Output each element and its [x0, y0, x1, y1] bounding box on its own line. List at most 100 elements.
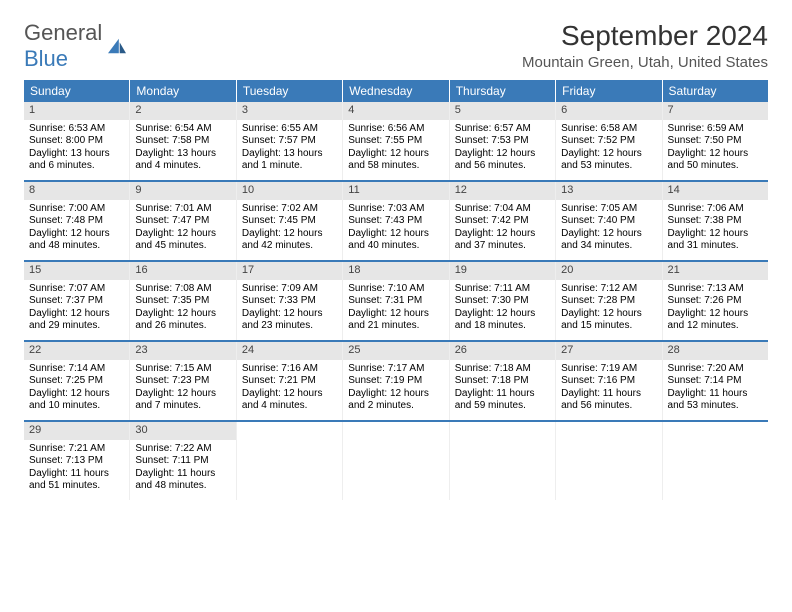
calendar-week: 8Sunrise: 7:00 AMSunset: 7:48 PMDaylight…: [24, 182, 768, 262]
calendar-day: 21Sunrise: 7:13 AMSunset: 7:26 PMDayligh…: [663, 262, 768, 340]
daylight-line: Daylight: 11 hours and 59 minutes.: [455, 388, 550, 413]
calendar-day: 15Sunrise: 7:07 AMSunset: 7:37 PMDayligh…: [24, 262, 130, 340]
calendar-day: 30Sunrise: 7:22 AMSunset: 7:11 PMDayligh…: [130, 422, 236, 500]
day-number: 1: [24, 102, 129, 120]
sunrise-line: Sunrise: 7:12 AM: [561, 283, 656, 296]
day-number: 19: [450, 262, 555, 280]
daylight-line: Daylight: 12 hours and 12 minutes.: [668, 308, 763, 333]
day-number: 9: [130, 182, 235, 200]
sunrise-line: Sunrise: 7:08 AM: [135, 283, 230, 296]
sunset-line: Sunset: 7:48 PM: [29, 215, 124, 228]
sunset-line: Sunset: 7:13 PM: [29, 455, 124, 468]
daylight-line: Daylight: 12 hours and 34 minutes.: [561, 228, 656, 253]
sunrise-line: Sunrise: 6:56 AM: [348, 123, 443, 136]
sunrise-line: Sunrise: 7:03 AM: [348, 203, 443, 216]
sunrise-line: Sunrise: 7:05 AM: [561, 203, 656, 216]
daylight-line: Daylight: 12 hours and 31 minutes.: [668, 228, 763, 253]
day-number: 28: [663, 342, 768, 360]
sunrise-line: Sunrise: 7:22 AM: [135, 443, 230, 456]
calendar-day: 23Sunrise: 7:15 AMSunset: 7:23 PMDayligh…: [130, 342, 236, 420]
sunrise-line: Sunrise: 7:10 AM: [348, 283, 443, 296]
daylight-line: Daylight: 11 hours and 51 minutes.: [29, 468, 124, 493]
day-body: Sunrise: 7:06 AMSunset: 7:38 PMDaylight:…: [663, 200, 768, 258]
header: General Blue September 2024 Mountain Gre…: [24, 20, 768, 72]
day-body: Sunrise: 7:01 AMSunset: 7:47 PMDaylight:…: [130, 200, 235, 258]
calendar-day: 2Sunrise: 6:54 AMSunset: 7:58 PMDaylight…: [130, 102, 236, 180]
day-body: Sunrise: 7:21 AMSunset: 7:13 PMDaylight:…: [24, 440, 129, 498]
daylight-line: Daylight: 12 hours and 53 minutes.: [561, 148, 656, 173]
day-number: 12: [450, 182, 555, 200]
day-number: 18: [343, 262, 448, 280]
sunrise-line: Sunrise: 7:17 AM: [348, 363, 443, 376]
daylight-line: Daylight: 12 hours and 2 minutes.: [348, 388, 443, 413]
sunrise-line: Sunrise: 6:54 AM: [135, 123, 230, 136]
day-body: Sunrise: 7:08 AMSunset: 7:35 PMDaylight:…: [130, 280, 235, 338]
daylight-line: Daylight: 12 hours and 42 minutes.: [242, 228, 337, 253]
day-body: Sunrise: 6:56 AMSunset: 7:55 PMDaylight:…: [343, 120, 448, 178]
calendar-week: 29Sunrise: 7:21 AMSunset: 7:13 PMDayligh…: [24, 422, 768, 500]
daylight-line: Daylight: 12 hours and 48 minutes.: [29, 228, 124, 253]
sunset-line: Sunset: 7:42 PM: [455, 215, 550, 228]
calendar-day: 8 Sunrise: 7:00 AMSunset: 7:48 PMDaylight…: [24, 182, 130, 260]
day-number: 14: [663, 182, 768, 200]
day-body: Sunrise: 7:09 AMSunset: 7:33 PMDaylight:…: [237, 280, 342, 338]
day-body: Sunrise: 7:05 AMSunset: 7:40 PMDaylight:…: [556, 200, 661, 258]
sunset-line: Sunset: 7:25 PM: [29, 375, 124, 388]
day-number: 23: [130, 342, 235, 360]
daylight-line: Daylight: 12 hours and 45 minutes.: [135, 228, 230, 253]
sunset-line: Sunset: 7:31 PM: [348, 295, 443, 308]
day-number: 27: [556, 342, 661, 360]
daylight-line: Daylight: 12 hours and 37 minutes.: [455, 228, 550, 253]
day-body: Sunrise: 7:16 AMSunset: 7:21 PMDaylight:…: [237, 360, 342, 418]
day-header: Friday: [556, 80, 662, 102]
calendar-day: ..: [343, 422, 449, 500]
daylight-line: Daylight: 13 hours and 6 minutes.: [29, 148, 124, 173]
calendar-day: 29Sunrise: 7:21 AMSunset: 7:13 PMDayligh…: [24, 422, 130, 500]
sunrise-line: Sunrise: 7:07 AM: [29, 283, 124, 296]
day-number: 10: [237, 182, 342, 200]
calendar: SundayMondayTuesdayWednesdayThursdayFrid…: [24, 80, 768, 500]
calendar-day: 14Sunrise: 7:06 AMSunset: 7:38 PMDayligh…: [663, 182, 768, 260]
day-header: Thursday: [450, 80, 556, 102]
day-body: Sunrise: 7:13 AMSunset: 7:26 PMDaylight:…: [663, 280, 768, 338]
day-number: 29: [24, 422, 129, 440]
day-body: Sunrise: 7:15 AMSunset: 7:23 PMDaylight:…: [130, 360, 235, 418]
sunrise-line: Sunrise: 7:00 AM: [29, 203, 124, 216]
day-body: Sunrise: 7:11 AMSunset: 7:30 PMDaylight:…: [450, 280, 555, 338]
day-body: Sunrise: 7:02 AMSunset: 7:45 PMDaylight:…: [237, 200, 342, 258]
calendar-day: 1Sunrise: 6:53 AMSunset: 8:00 PMDaylight…: [24, 102, 130, 180]
calendar-day: 9Sunrise: 7:01 AMSunset: 7:47 PMDaylight…: [130, 182, 236, 260]
sunset-line: Sunset: 7:11 PM: [135, 455, 230, 468]
sunset-line: Sunset: 7:45 PM: [242, 215, 337, 228]
sunrise-line: Sunrise: 7:20 AM: [668, 363, 763, 376]
calendar-day: 13Sunrise: 7:05 AMSunset: 7:40 PMDayligh…: [556, 182, 662, 260]
daylight-line: Daylight: 12 hours and 50 minutes.: [668, 148, 763, 173]
daylight-line: Daylight: 12 hours and 7 minutes.: [135, 388, 230, 413]
sunset-line: Sunset: 7:28 PM: [561, 295, 656, 308]
sunrise-line: Sunrise: 7:04 AM: [455, 203, 550, 216]
location-label: Mountain Green, Utah, United States: [522, 54, 768, 71]
day-body: Sunrise: 7:12 AMSunset: 7:28 PMDaylight:…: [556, 280, 661, 338]
calendar-day: 4Sunrise: 6:56 AMSunset: 7:55 PMDaylight…: [343, 102, 449, 180]
calendar-day: ..: [556, 422, 662, 500]
sunrise-line: Sunrise: 7:21 AM: [29, 443, 124, 456]
day-body: Sunrise: 7:10 AMSunset: 7:31 PMDaylight:…: [343, 280, 448, 338]
sunset-line: Sunset: 7:21 PM: [242, 375, 337, 388]
daylight-line: Daylight: 12 hours and 58 minutes.: [348, 148, 443, 173]
logo-text: General Blue: [24, 20, 102, 72]
day-number: 25: [343, 342, 448, 360]
sunrise-line: Sunrise: 7:19 AM: [561, 363, 656, 376]
daylight-line: Daylight: 12 hours and 21 minutes.: [348, 308, 443, 333]
sunset-line: Sunset: 7:37 PM: [29, 295, 124, 308]
sunset-line: Sunset: 8:00 PM: [29, 135, 124, 148]
daylight-line: Daylight: 12 hours and 10 minutes.: [29, 388, 124, 413]
logo-word-1: General: [24, 20, 102, 45]
sunset-line: Sunset: 7:26 PM: [668, 295, 763, 308]
day-number: 8: [24, 182, 129, 200]
calendar-day: 24Sunrise: 7:16 AMSunset: 7:21 PMDayligh…: [237, 342, 343, 420]
calendar-day: 5Sunrise: 6:57 AMSunset: 7:53 PMDaylight…: [450, 102, 556, 180]
sunset-line: Sunset: 7:58 PM: [135, 135, 230, 148]
day-number: 5: [450, 102, 555, 120]
sunset-line: Sunset: 7:38 PM: [668, 215, 763, 228]
day-number: 20: [556, 262, 661, 280]
